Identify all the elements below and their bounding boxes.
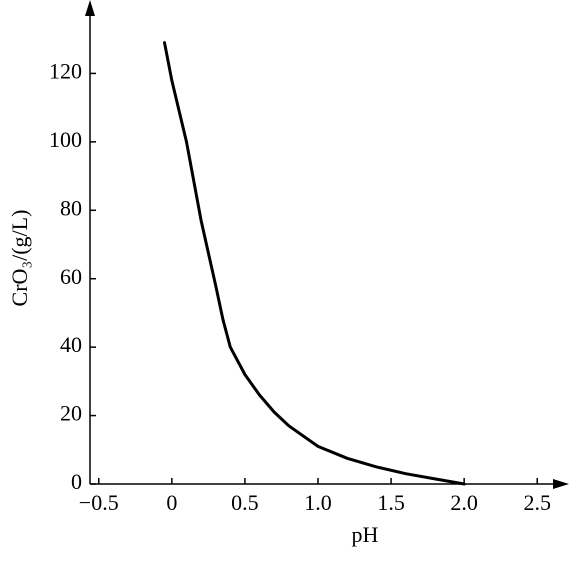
y-tick-label: 100 xyxy=(49,127,82,152)
y-axis-label: CrO₃/(g/L) xyxy=(7,210,32,307)
data-line xyxy=(163,41,466,486)
y-axis-arrow xyxy=(85,0,95,16)
x-tick-label: 0 xyxy=(166,490,177,515)
y-tick-label: 40 xyxy=(60,332,82,357)
y-tick-label: 60 xyxy=(60,264,82,289)
x-tick-label: 0.5 xyxy=(231,490,259,515)
y-tick-label: 120 xyxy=(49,58,82,83)
x-tick-label: −0.5 xyxy=(79,490,119,515)
x-tick-label: 2.0 xyxy=(450,490,478,515)
x-tick-label: 1.5 xyxy=(377,490,405,515)
x-axis-arrow xyxy=(553,479,569,489)
x-axis-label: pH xyxy=(352,522,379,547)
x-tick-label: 2.5 xyxy=(523,490,551,515)
y-tick-label: 0 xyxy=(71,469,82,494)
x-tick-label: 1.0 xyxy=(304,490,332,515)
y-tick-label: 80 xyxy=(60,195,82,220)
y-tick-label: 20 xyxy=(60,401,82,426)
